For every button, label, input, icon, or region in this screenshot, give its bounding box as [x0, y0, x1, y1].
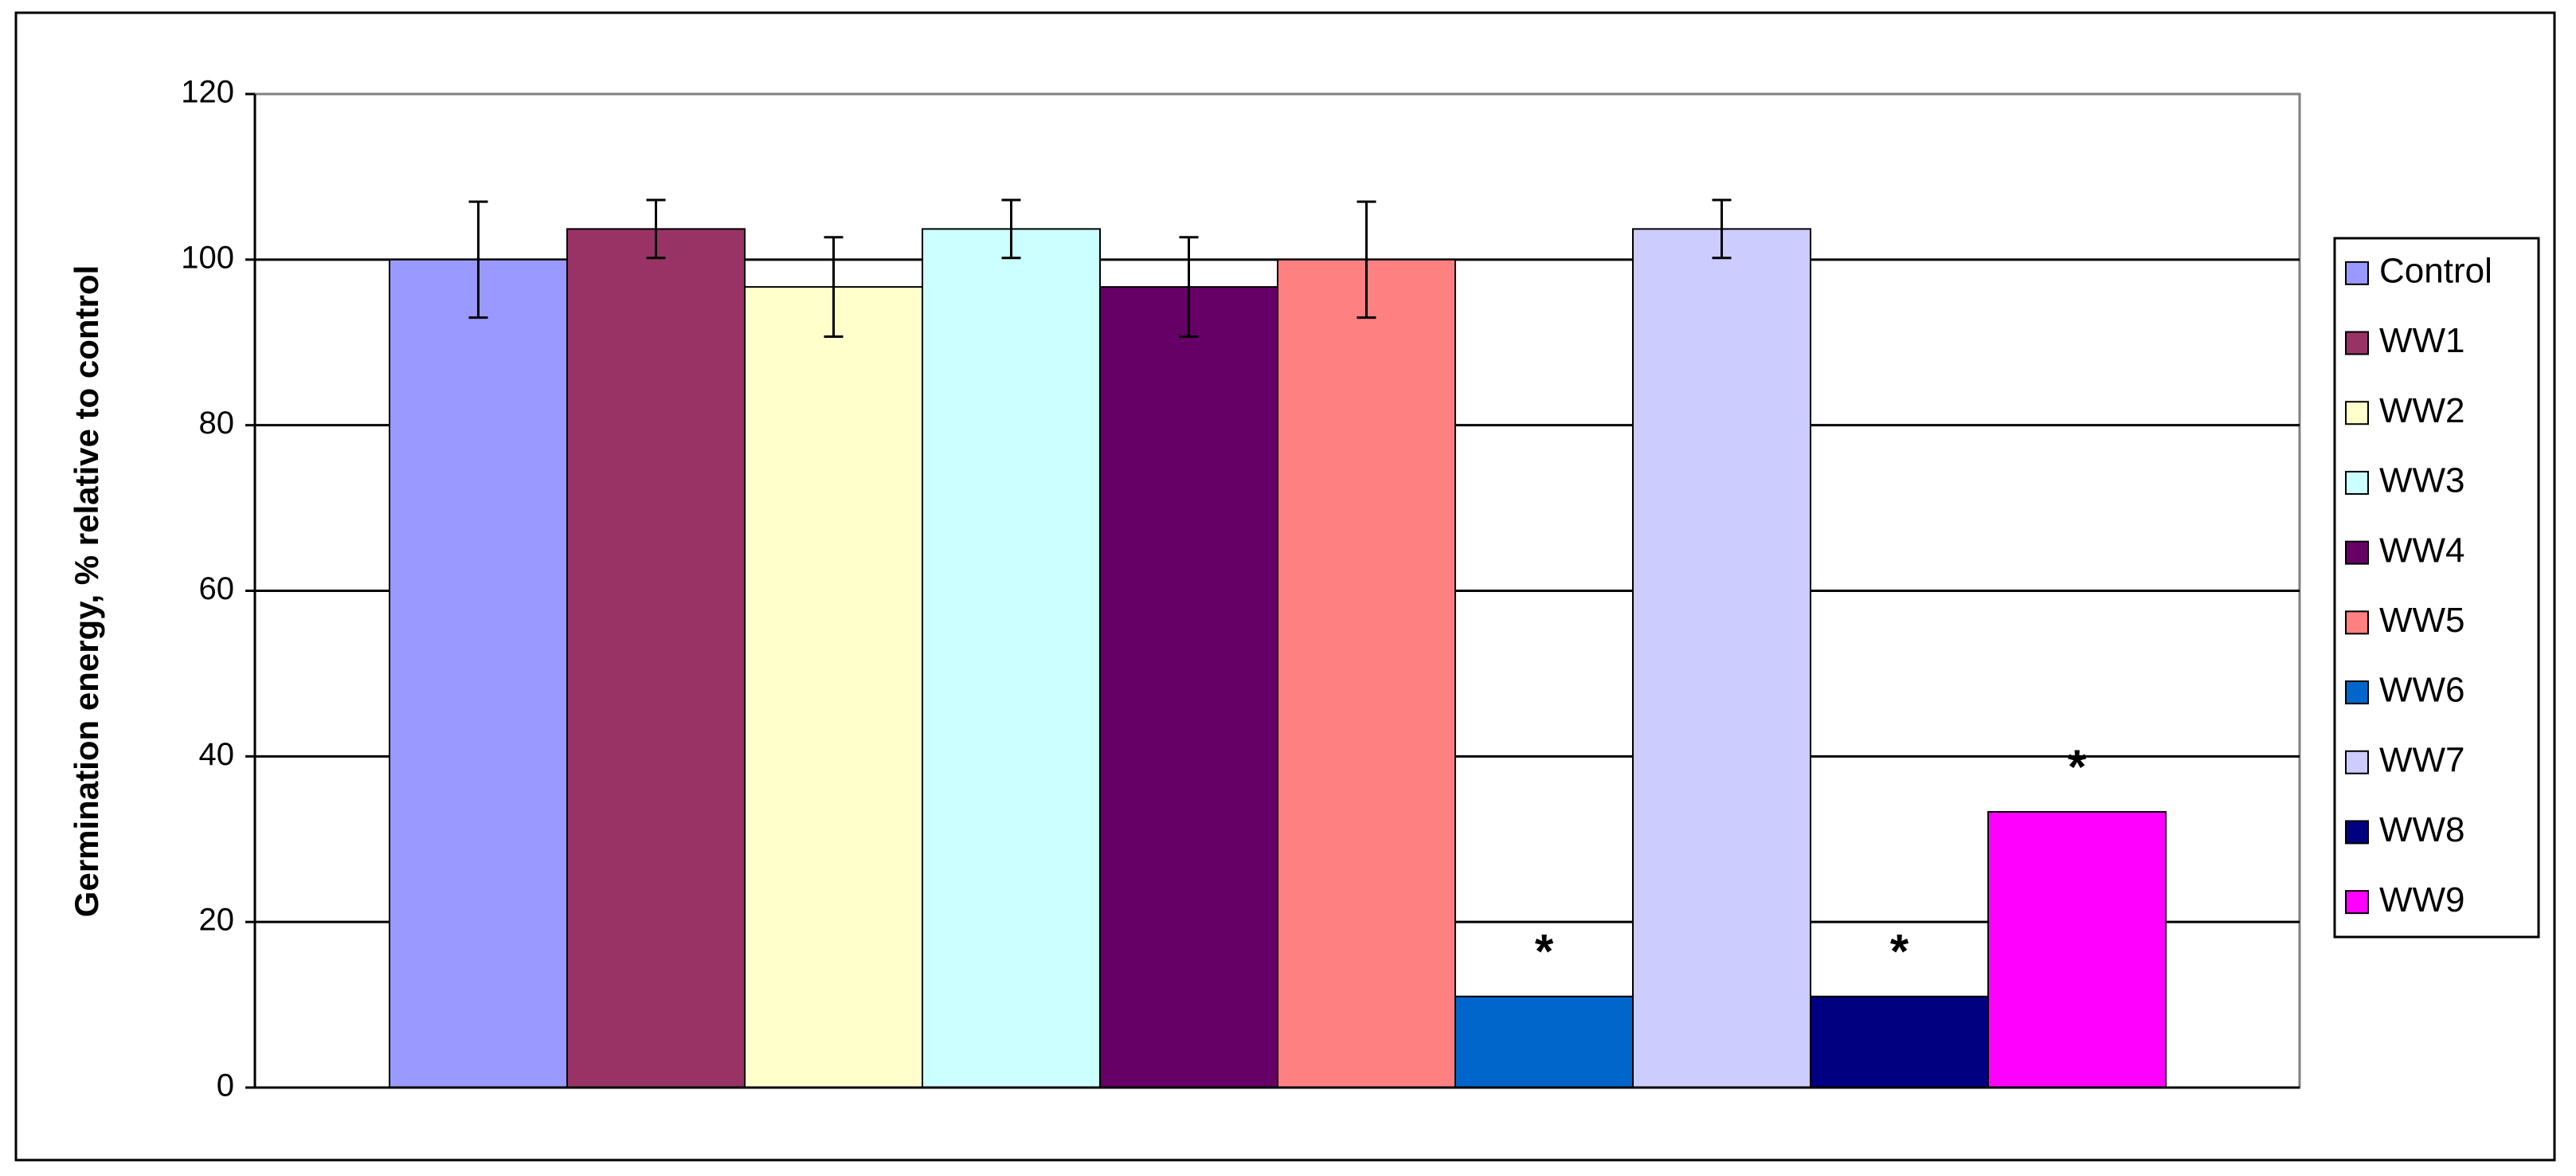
y-tick-label: 20: [199, 903, 235, 938]
legend-label: WW9: [2379, 880, 2465, 919]
legend-label: WW1: [2379, 321, 2465, 360]
bar: [389, 258, 568, 1088]
legend-label: WW2: [2379, 391, 2465, 430]
legend-swatch: [2345, 610, 2369, 635]
legend-label: WW8: [2379, 810, 2465, 849]
legend-swatch: [2345, 540, 2369, 565]
legend-label: WW6: [2379, 671, 2465, 710]
y-tick-label: 80: [199, 406, 235, 441]
bar: [922, 228, 1101, 1088]
bar: [566, 228, 746, 1088]
significance-mark: *: [2068, 740, 2087, 794]
y-tick-label: 100: [181, 240, 234, 275]
legend-swatch: [2345, 261, 2369, 285]
y-tick-label: 60: [199, 571, 235, 606]
bar: [1099, 286, 1278, 1088]
legend-swatch: [2345, 470, 2369, 495]
legend-swatch: [2345, 680, 2369, 705]
legend-label: WW7: [2379, 740, 2465, 779]
y-tick-label: 40: [199, 737, 235, 772]
legend-label: WW3: [2379, 461, 2465, 500]
error-bar: [824, 236, 844, 338]
y-tick-label: 120: [181, 75, 234, 110]
bar: [1987, 810, 2167, 1089]
bar: [1454, 995, 1634, 1088]
legend-label: WW4: [2379, 531, 2465, 570]
bar: [744, 286, 923, 1088]
bar: [1810, 995, 1989, 1088]
error-bar: [1712, 198, 1732, 260]
y-tick-label: 0: [217, 1068, 234, 1103]
legend-swatch: [2345, 401, 2369, 425]
significance-mark: *: [1890, 925, 1909, 978]
legend-swatch: [2345, 820, 2369, 845]
significance-mark: *: [1535, 925, 1554, 978]
legend-label: WW5: [2379, 601, 2465, 640]
bar: [1277, 258, 1456, 1088]
legend-swatch: [2345, 750, 2369, 774]
error-bar: [646, 198, 666, 260]
error-bar: [1179, 236, 1199, 338]
error-bar: [1357, 200, 1376, 319]
legend-swatch: [2345, 890, 2369, 915]
legend-label: Control: [2379, 251, 2492, 290]
legend-swatch: [2345, 331, 2369, 355]
error-bar: [1001, 198, 1021, 260]
error-bar: [468, 200, 488, 319]
bar: [1632, 228, 1811, 1088]
y-axis-title: Germination energy, % relative to contro…: [68, 265, 105, 917]
